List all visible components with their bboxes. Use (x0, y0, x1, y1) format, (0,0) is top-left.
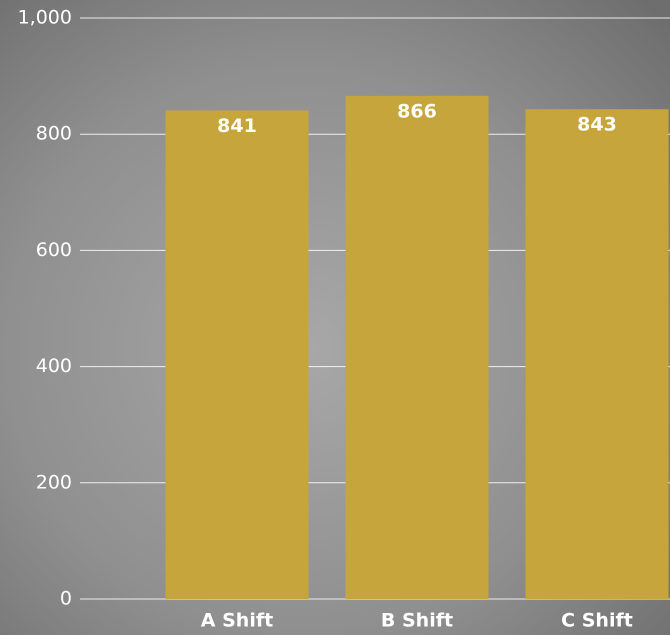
y-tick-label: 200 (36, 471, 72, 493)
bar (525, 109, 669, 599)
y-tick-label: 1,000 (18, 7, 72, 29)
bar (345, 95, 489, 599)
value-label: 841 (217, 115, 257, 137)
x-tick-label: B Shift (381, 610, 453, 632)
y-tick-label: 0 (60, 588, 72, 610)
value-label: 843 (577, 114, 617, 136)
value-label: 866 (397, 100, 437, 122)
bar (165, 110, 309, 599)
x-tick-label: A Shift (201, 610, 273, 632)
y-tick-label: 600 (36, 239, 72, 261)
x-tick-label: C Shift (561, 610, 633, 632)
y-tick-label: 400 (36, 355, 72, 377)
y-tick-label: 800 (36, 123, 72, 145)
